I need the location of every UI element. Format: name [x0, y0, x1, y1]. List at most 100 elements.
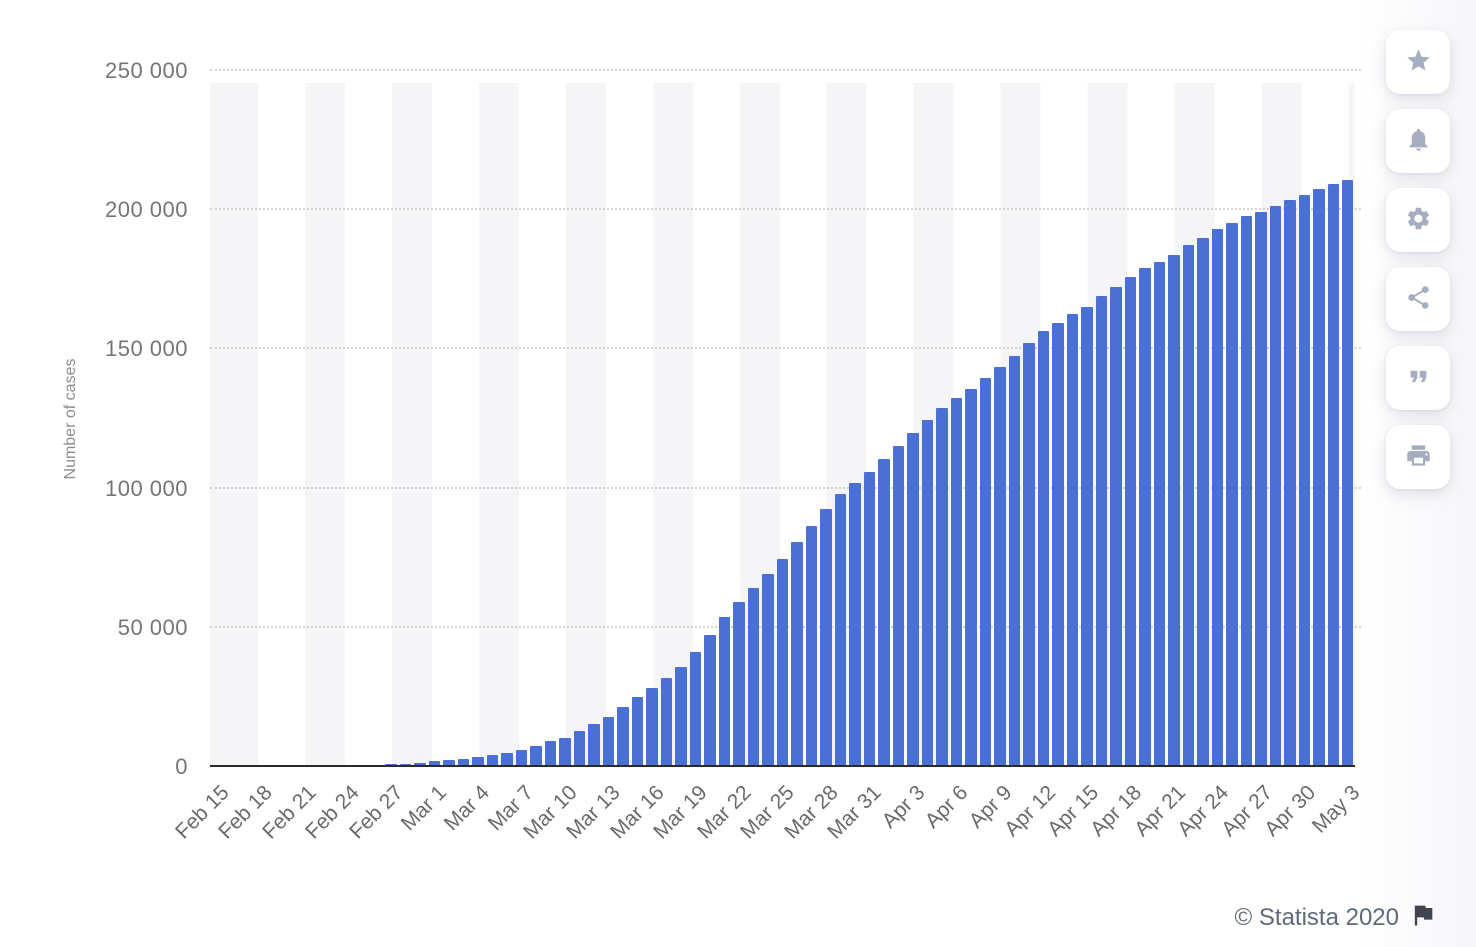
bar-mar-4[interactable]: [472, 757, 484, 766]
bar-mar-3[interactable]: [457, 759, 470, 766]
gridline: [210, 208, 1361, 211]
bar-apr-28[interactable]: [1269, 205, 1282, 766]
bar-mar-31[interactable]: [863, 471, 876, 766]
bar-mar-7[interactable]: [515, 749, 528, 766]
plot-area: [210, 69, 1361, 767]
bar-mar-21[interactable]: [718, 617, 731, 766]
bar-apr-21[interactable]: [1168, 254, 1180, 766]
gear-icon: [1405, 205, 1432, 235]
bar-mar-2[interactable]: [443, 760, 455, 766]
bar-mar-29[interactable]: [834, 494, 847, 766]
gridline: [210, 69, 1361, 71]
bar-apr-24[interactable]: [1211, 229, 1224, 766]
bar-apr-3[interactable]: [907, 432, 919, 766]
bar-mar-25[interactable]: [776, 559, 789, 766]
bar-apr-2[interactable]: [892, 445, 905, 766]
bar-apr-8[interactable]: [979, 378, 992, 766]
bar-apr-30[interactable]: [1298, 194, 1310, 766]
bar-mar-12[interactable]: [588, 724, 600, 766]
bar-apr-16[interactable]: [1095, 296, 1108, 766]
bar-apr-29[interactable]: [1284, 200, 1296, 766]
bar-mar-19[interactable]: [689, 651, 702, 766]
gridline: [210, 486, 1361, 489]
bar-apr-4[interactable]: [921, 419, 934, 766]
bar-feb-29[interactable]: [414, 762, 426, 766]
bar-apr-18[interactable]: [1124, 276, 1137, 766]
bar-mar-24[interactable]: [762, 573, 774, 766]
bar-mar-10[interactable]: [559, 737, 571, 766]
notifications-button[interactable]: [1386, 109, 1450, 173]
bar-apr-9[interactable]: [994, 366, 1006, 766]
bar-mar-27[interactable]: [805, 525, 818, 766]
bar-mar-22[interactable]: [733, 601, 745, 766]
bar-apr-26[interactable]: [1240, 216, 1253, 766]
y-tick-label: 100 000: [104, 475, 188, 501]
favorite-button[interactable]: [1386, 30, 1450, 94]
y-tick-label: 200 000: [104, 197, 188, 223]
bar-apr-15[interactable]: [1081, 306, 1093, 766]
copyright-link[interactable]: © Statista 2020: [1234, 903, 1399, 931]
bar-mar-17[interactable]: [660, 678, 673, 766]
bar-apr-19[interactable]: [1139, 268, 1151, 766]
gridline: [210, 347, 1361, 350]
bar-apr-10[interactable]: [1008, 355, 1021, 766]
bar-mar-14[interactable]: [617, 707, 629, 766]
bar-apr-17[interactable]: [1110, 286, 1122, 766]
bar-mar-5[interactable]: [486, 755, 499, 766]
share-button[interactable]: [1386, 267, 1450, 331]
bar-apr-27[interactable]: [1255, 211, 1267, 766]
x-tick-label: Mar 1: [396, 781, 451, 836]
action-toolbar: [1386, 30, 1450, 489]
x-tick-label: Apr 6: [920, 781, 973, 833]
y-axis-tick-labels: 0 50 000 100 000 150 000 200 000 250 000: [0, 58, 188, 779]
bar-apr-23[interactable]: [1197, 237, 1209, 766]
bar-mar-26[interactable]: [791, 542, 803, 766]
bar-apr-11[interactable]: [1023, 342, 1035, 766]
x-tick-label: May 3: [1307, 781, 1365, 838]
bar-may-3[interactable]: [1342, 180, 1354, 766]
bar-apr-5[interactable]: [936, 407, 948, 766]
bar-mar-18[interactable]: [675, 666, 687, 766]
bar-mar-13[interactable]: [602, 716, 615, 766]
settings-button[interactable]: [1386, 188, 1450, 252]
bar-mar-28[interactable]: [820, 508, 832, 766]
bell-icon: [1405, 126, 1432, 156]
bar-apr-22[interactable]: [1182, 245, 1195, 766]
x-axis-tick-labels: Feb 15 Feb 18 Feb 21 Feb 24 Feb 27 Mar 1 Mar 4…: [171, 781, 1364, 901]
quote-icon: [1405, 363, 1432, 393]
footer: © Statista 2020: [1235, 901, 1437, 934]
x-tick-label: Mar 4: [440, 781, 495, 836]
star-icon: [1405, 47, 1432, 77]
y-tick-label: 250 000: [104, 58, 188, 83]
bar-apr-12[interactable]: [1037, 331, 1050, 766]
printer-icon: [1405, 442, 1432, 472]
y-tick-label: 0: [175, 754, 188, 779]
y-tick-label: 50 000: [117, 614, 188, 640]
y-tick-label: 150 000: [104, 336, 188, 362]
bar-mar-11[interactable]: [573, 731, 586, 766]
bar-apr-25[interactable]: [1226, 222, 1238, 766]
bar-apr-13[interactable]: [1052, 322, 1064, 766]
bar-mar-23[interactable]: [747, 588, 760, 766]
bar-apr-14[interactable]: [1066, 314, 1079, 766]
bar-apr-7[interactable]: [965, 389, 977, 766]
x-tick-label: Apr 3: [877, 781, 930, 833]
bar-mar-30[interactable]: [849, 483, 861, 766]
print-button[interactable]: [1386, 425, 1450, 489]
bar-mar-1[interactable]: [428, 761, 441, 766]
bar-series: [210, 71, 1355, 766]
bar-mar-16[interactable]: [646, 688, 658, 766]
bar-apr-20[interactable]: [1153, 262, 1166, 766]
bar-mar-8[interactable]: [530, 745, 542, 766]
bar-apr-6[interactable]: [950, 397, 963, 766]
bar-mar-9[interactable]: [544, 740, 557, 766]
bar-apr-1[interactable]: [878, 458, 890, 766]
cite-button[interactable]: [1386, 346, 1450, 410]
bar-feb-28[interactable]: [399, 763, 412, 766]
bar-mar-20[interactable]: [704, 635, 716, 766]
bar-mar-15[interactable]: [631, 697, 644, 766]
bar-may-1[interactable]: [1313, 189, 1325, 766]
bar-mar-6[interactable]: [501, 753, 513, 766]
bar-may-2[interactable]: [1327, 184, 1339, 766]
